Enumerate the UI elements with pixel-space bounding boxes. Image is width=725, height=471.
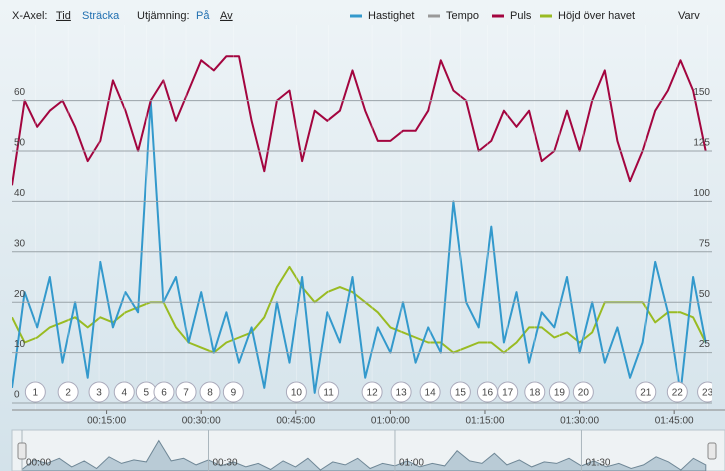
x-axis-label: X-Axel: — [12, 10, 47, 22]
lap-label: 13 — [396, 388, 408, 399]
legend-label: Tempo — [446, 10, 479, 22]
series-line — [12, 99, 707, 394]
x-tick-label: 01:30:00 — [560, 416, 599, 427]
lap-label: 18 — [529, 388, 541, 399]
y2-tick-label: 50 — [699, 289, 711, 300]
lap-marker — [88, 381, 110, 403]
legend-label: Varv — [678, 10, 700, 22]
lap-label: 8 — [207, 388, 213, 399]
lap-label: 15 — [455, 388, 467, 399]
x-tick-label: 01:45:00 — [655, 416, 694, 427]
navigator-tick-label: 01:00 — [399, 458, 424, 469]
lap-marker — [175, 381, 197, 403]
series-line — [12, 55, 707, 186]
lap-marker — [497, 381, 519, 403]
lap-label: 4 — [121, 388, 127, 399]
lap-label: 19 — [554, 388, 566, 399]
x-tick-label: 00:45:00 — [276, 416, 315, 427]
lap-marker — [113, 381, 135, 403]
lap-label: 21 — [640, 388, 652, 399]
lap-label: 20 — [578, 388, 590, 399]
navigator-tick-label: 00:30 — [212, 458, 237, 469]
navigator-tick-label: 00:00 — [26, 458, 51, 469]
smoothing-option[interactable]: På — [196, 10, 210, 22]
header: X-Axel: Tid Sträcka Utjämning: På Av — [12, 10, 233, 22]
navigator-handle[interactable] — [17, 442, 27, 460]
lap-marker — [285, 381, 307, 403]
x-axis-option[interactable]: Sträcka — [82, 10, 120, 22]
lap-label: 23 — [702, 388, 714, 399]
y-tick-label: 10 — [14, 339, 26, 350]
smoothing-label: Utjämning: — [137, 10, 190, 22]
lap-label: 5 — [144, 388, 150, 399]
legend-label: Hastighet — [368, 10, 414, 22]
lap-marker — [524, 381, 546, 403]
x-tick-label: 01:15:00 — [466, 416, 505, 427]
plot-area: 1 2 3 4 5 6 7 8 9 10 11 12 13 14 15 16 17 18 19 20 21 22 23 — [12, 25, 714, 410]
lap-marker — [361, 381, 383, 403]
navigator-handle[interactable] — [707, 442, 717, 460]
lap-marker — [419, 381, 441, 403]
lap-marker — [222, 381, 244, 403]
lap-marker — [199, 381, 221, 403]
lap-label: 9 — [231, 388, 237, 399]
smoothing-option[interactable]: Av — [220, 10, 233, 22]
y-tick-label: 40 — [14, 188, 26, 199]
lap-label: 7 — [183, 388, 189, 399]
lap-marker — [449, 381, 471, 403]
y-tick-label: 50 — [14, 138, 26, 149]
y2-tick-label: 100 — [693, 188, 710, 199]
lap-label: 17 — [502, 388, 514, 399]
lap-label: 11 — [323, 388, 334, 399]
y-tick-label: 30 — [14, 238, 26, 249]
y-tick-label: 60 — [14, 87, 26, 98]
navigator-area — [21, 439, 707, 471]
x-tick-label: 00:15:00 — [87, 416, 126, 427]
lap-label: 22 — [672, 388, 684, 399]
lap-marker — [666, 381, 688, 403]
y2-tick-label: 125 — [693, 138, 710, 149]
navigator-tick-label: 01:30 — [585, 458, 610, 469]
y2-tick-label: 150 — [693, 87, 710, 98]
lap-marker — [697, 381, 712, 403]
y-tick-label: 0 — [14, 390, 20, 401]
y-tick-label: 20 — [14, 289, 26, 300]
lap-label: 1 — [33, 388, 39, 399]
y2-tick-label: 75 — [699, 238, 711, 249]
legend-label: Höjd över havet — [558, 10, 635, 22]
lap-marker — [24, 381, 46, 403]
lap-marker — [318, 381, 340, 403]
lap-label: 16 — [482, 388, 494, 399]
lap-label: 14 — [425, 388, 437, 399]
lap-marker — [635, 381, 657, 403]
series-line — [12, 265, 707, 354]
navigator-series: 00:00 00:30 01:00 01:30 — [21, 430, 707, 471]
lap-label: 12 — [367, 388, 379, 399]
lap-marker — [153, 381, 175, 403]
lap-label: 10 — [291, 388, 303, 399]
lap-label: 6 — [161, 388, 167, 399]
lap-label: 3 — [96, 388, 102, 399]
x-axis-option[interactable]: Tid — [56, 10, 71, 22]
x-tick-label: 01:00:00 — [371, 416, 410, 427]
lap-label: 2 — [65, 388, 71, 399]
lap-marker — [390, 381, 412, 403]
lap-marker — [548, 381, 570, 403]
x-tick-label: 00:30:00 — [182, 416, 221, 427]
legend-label: Puls — [510, 10, 532, 22]
lap-marker — [572, 381, 594, 403]
lap-marker — [57, 381, 79, 403]
y2-tick-label: 25 — [699, 339, 711, 350]
